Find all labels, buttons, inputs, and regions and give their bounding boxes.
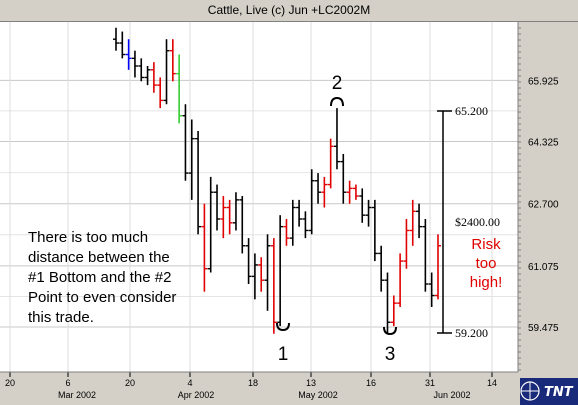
logo-text: TNT	[544, 385, 574, 400]
x-month-label: Jun 2002	[433, 390, 470, 400]
range-bottom-label: 59.200	[455, 326, 488, 340]
risk-line-3: high!	[470, 274, 503, 291]
ohlc-bar	[296, 199, 303, 227]
ohlc-bar	[157, 77, 164, 109]
ohlc-bar	[422, 218, 429, 292]
ohlc-bar	[169, 39, 176, 82]
ohlc-bar	[321, 176, 328, 208]
ohlc-bar	[214, 184, 221, 231]
x-tick-label: 18	[248, 378, 258, 388]
x-tick-label: 16	[366, 378, 376, 388]
x-month-label: Mar 2002	[58, 390, 96, 400]
ohlc-bar	[182, 104, 189, 181]
y-tick-label: 65.925	[528, 76, 559, 87]
tnt-logo: TNT	[520, 378, 578, 405]
point-3-bracket	[383, 326, 397, 336]
risk-line-2: too	[476, 255, 497, 272]
x-axis: 20 6 20 4 18 13 16 31 14 Mar 2002 Apr 2002 May 2002…	[0, 371, 518, 400]
ohlc-bar	[239, 196, 246, 254]
ohlc-bar	[416, 203, 423, 239]
ohlc-bar	[201, 203, 208, 292]
ohlc-bar	[378, 245, 385, 292]
range-top-label: 65.200	[455, 104, 488, 118]
ohlc-bar	[365, 199, 372, 227]
x-tick-label: 31	[425, 378, 435, 388]
ohlc-bar	[359, 188, 366, 223]
ohlc-bar	[144, 65, 151, 86]
point-1-bracket	[276, 322, 290, 332]
ohlc-bar	[251, 253, 258, 300]
x-tick-label: 4	[187, 378, 192, 388]
ohlc-bar	[258, 257, 265, 292]
ohlc-bar	[245, 238, 252, 285]
x-tick-label: 14	[487, 378, 497, 388]
x-tick-label: 20	[125, 378, 135, 388]
note-line-3: #1 Bottom and the #2	[28, 269, 171, 286]
ohlc-bar	[277, 215, 284, 327]
window-title: Cattle, Live (c) Jun +LC2002M	[0, 0, 578, 22]
ohlc-bar	[289, 199, 296, 246]
ohlc-bar	[163, 39, 170, 105]
ohlc-bar	[220, 196, 227, 239]
ohlc-bar	[138, 58, 145, 82]
point-2-bracket	[330, 96, 344, 107]
ohlc-bar	[333, 108, 340, 170]
ohlc-bar	[340, 153, 347, 204]
ohlc-bar	[428, 272, 435, 307]
ohlc-bar	[315, 173, 322, 204]
point-2-label: 2	[332, 73, 343, 94]
x-tick-label: 6	[65, 378, 70, 388]
ohlc-bar	[403, 218, 410, 269]
ohlc-bar	[409, 199, 416, 246]
y-tick-label: 61.075	[528, 262, 559, 273]
ohlc-bar	[131, 50, 138, 78]
ohlc-bar	[384, 272, 391, 334]
ohlc-bar	[195, 131, 202, 235]
risk-line-1: Risk	[471, 236, 501, 253]
note-line-2: distance between the	[28, 249, 170, 266]
y-tick-label: 64.325	[528, 138, 559, 149]
x-tick-label: 20	[5, 378, 15, 388]
point-3-label: 3	[385, 344, 396, 365]
ohlc-bar	[119, 31, 126, 59]
ohlc-bar	[397, 253, 404, 307]
ohlc-bar	[302, 211, 309, 239]
x-month-label: Apr 2002	[178, 390, 215, 400]
ohlc-bar	[207, 176, 214, 273]
ohlc-bar	[176, 54, 183, 124]
grid-lines	[0, 22, 518, 372]
y-tick-label: 62.700	[528, 200, 559, 211]
ohlc-bar	[371, 199, 378, 262]
ohlc-bar	[352, 184, 359, 200]
ohlc-bar	[270, 238, 277, 334]
x-tick-label: 13	[306, 378, 316, 388]
ohlc-bar	[125, 39, 132, 70]
ohlc-bar	[390, 295, 397, 327]
ohlc-bar	[188, 119, 195, 200]
ohlc-bar	[113, 27, 119, 51]
x-month-label: May 2002	[298, 390, 338, 400]
ohlc-bar	[283, 218, 290, 246]
range-value-label: $2400.00	[455, 215, 500, 229]
ohlc-bar	[435, 234, 441, 300]
note-line-1: There is too much	[28, 229, 148, 246]
ohlc-bar	[327, 138, 334, 189]
point-1-label: 1	[278, 344, 289, 365]
ohlc-bar	[308, 169, 315, 235]
ohlc-bar	[226, 199, 233, 235]
ohlc-bar	[346, 180, 353, 204]
price-bars	[113, 27, 441, 334]
ohlc-bar	[264, 234, 271, 311]
ohlc-bar	[150, 62, 157, 93]
y-axis: 65.925 64.325 62.700 61.075 59.475	[517, 22, 559, 372]
note-line-5: this trade.	[28, 309, 94, 326]
ohlc-bar	[232, 192, 239, 231]
note-line-4: Point to even consider	[28, 289, 176, 306]
y-tick-label: 59.475	[528, 323, 559, 334]
